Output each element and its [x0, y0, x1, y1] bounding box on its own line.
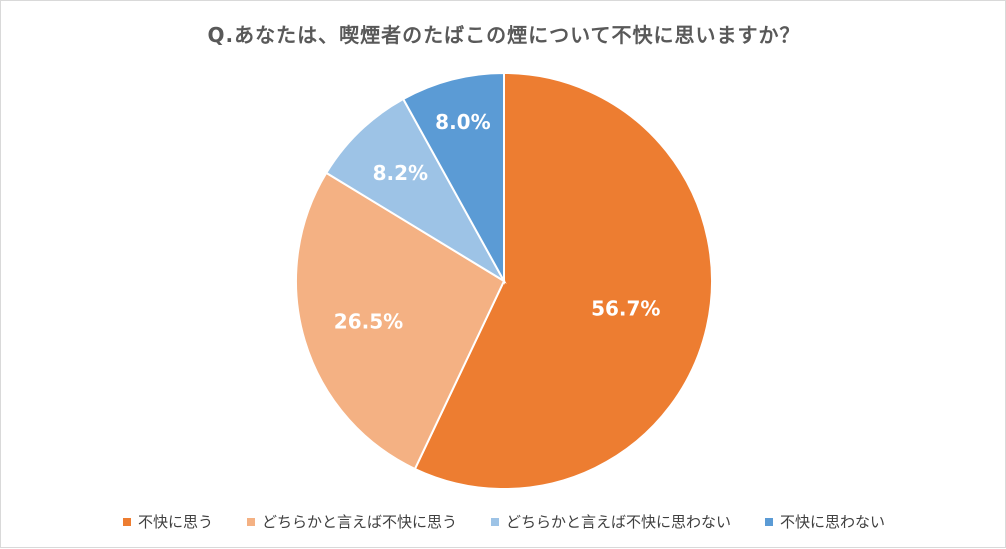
pie-slice-2 — [324, 97, 507, 284]
legend-label-2: どちらかと言えば不快に思わない — [506, 513, 732, 531]
legend-item-0: 不快に思う — [122, 511, 213, 532]
legend-item-1: どちらかと言えば不快に思う — [246, 511, 457, 532]
slice-label-2: 8.2% — [373, 161, 428, 185]
legend-label-1: どちらかと言えば不快に思う — [261, 513, 457, 531]
legend-swatch-1 — [246, 517, 255, 526]
legend-swatch-3 — [765, 517, 774, 526]
slice-label-1: 26.5% — [334, 310, 403, 334]
pie-slice-3 — [401, 71, 505, 285]
legend-item-2: どちらかと言えば不快に思わない — [491, 511, 731, 532]
legend-item-3: 不快に思わない — [765, 511, 885, 532]
pie-slice-1 — [295, 171, 506, 471]
legend-label-0: 不快に思う — [137, 513, 213, 531]
legend: 不快に思う どちらかと言えば不快に思う どちらかと言えば不快に思わない 不快に思わない — [1, 511, 1006, 532]
slice-label-3: 8.0% — [435, 110, 490, 134]
slice-label-0: 56.7% — [591, 296, 660, 320]
legend-swatch-2 — [491, 517, 499, 526]
legend-swatch-0 — [122, 517, 131, 526]
chart-title: Q.あなたは、喫煙者のたばこの煙について不快に思いますか？ — [207, 23, 801, 47]
legend-label-3: 不快に思わない — [780, 513, 886, 531]
pie-slice-0 — [413, 71, 713, 490]
